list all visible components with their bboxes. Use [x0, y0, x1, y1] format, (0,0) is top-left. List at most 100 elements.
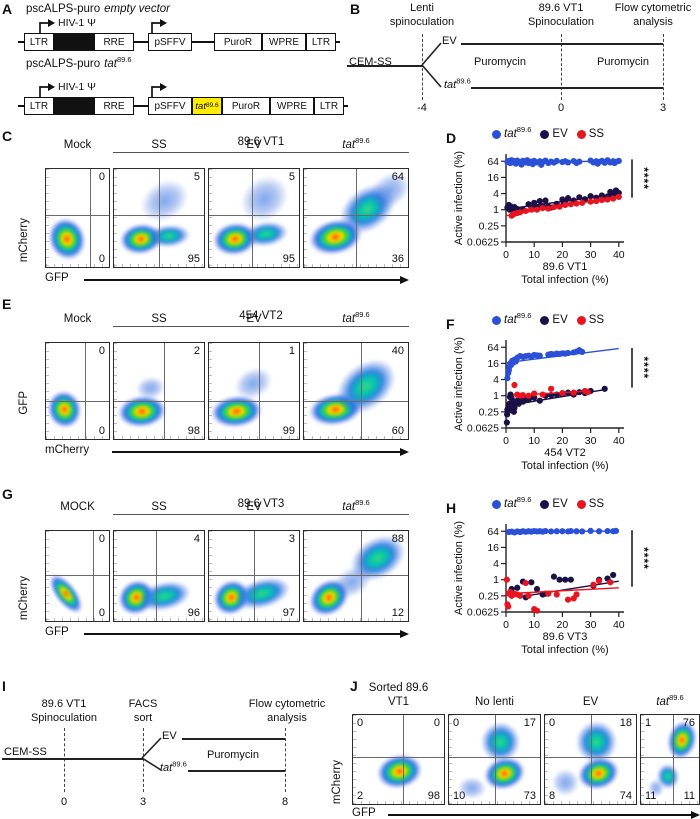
- legend-label: SS: [588, 498, 605, 510]
- legend-label: SS: [588, 128, 605, 140]
- data-point: [525, 592, 532, 599]
- vector-title-empty: pscALPS-puro empty vector: [26, 3, 170, 15]
- quadrant-percentage: 0: [433, 717, 440, 729]
- quadrant-percentage: 36: [391, 252, 404, 265]
- milestone-title: Lenti spinoculation: [389, 2, 455, 28]
- data-point: [536, 397, 543, 404]
- data-point: [548, 528, 555, 535]
- trend-line: [505, 587, 619, 595]
- quadrant-percentage: 18: [619, 717, 632, 729]
- virus-group-header: 89.6 VT1: [237, 136, 285, 148]
- panel-i-timeline: I 89.6 VT1 Spinoculation FACS sort Flow …: [0, 676, 340, 819]
- data-point: [550, 204, 558, 211]
- data-point: [550, 573, 558, 580]
- data-point: [533, 607, 541, 614]
- x-axis-label: GFP: [352, 807, 376, 819]
- flow-cytometry-plot: 40 60: [303, 342, 409, 440]
- panel-label-d: D: [446, 130, 457, 146]
- data-point: [504, 375, 511, 382]
- quadrant-percentage: 74: [619, 789, 632, 802]
- milestone-title: 89.6 VT1 Spinoculation: [30, 698, 98, 724]
- x-tick-label: 40: [613, 435, 625, 447]
- data-point: [522, 207, 529, 215]
- data-point: [536, 352, 543, 359]
- data-point: [564, 349, 572, 357]
- data-point: [610, 571, 617, 579]
- x-tick-label: 0: [503, 249, 509, 261]
- milestone-title: Flow cytometric analysis: [614, 2, 692, 28]
- legend-item: EV: [540, 314, 568, 326]
- day-number: 8: [281, 796, 289, 808]
- legend-label: SS: [588, 314, 605, 326]
- data-point: [579, 528, 586, 535]
- y-tick-label: 0.25: [479, 406, 500, 418]
- y-tick-label: 4: [493, 188, 499, 200]
- panel-h-scatter-chart: H tat89.6 EV SS 64 16 4 1 0.25 0.0625 0 10 20 30 40 A…: [440, 496, 700, 666]
- branch-tat-line: [188, 770, 285, 772]
- quadrant-percentage: 0: [98, 171, 105, 183]
- data-point: [564, 159, 572, 166]
- legend-dot-icon: [492, 129, 501, 139]
- vector-element-box: pSFFV: [148, 97, 192, 115]
- y-axis-label: mCherry: [18, 218, 30, 263]
- quadrant-percentage: 95: [187, 252, 200, 265]
- data-point: [587, 198, 594, 205]
- column-title: tat89.6: [656, 693, 684, 709]
- data-point: [567, 527, 574, 535]
- y-tick-label: 0.0625: [467, 607, 499, 619]
- y-axis-label: mCherry: [18, 576, 30, 621]
- data-point: [587, 193, 594, 200]
- density-blob: [648, 778, 664, 797]
- quadrant-gate-hline: [46, 400, 109, 402]
- data-point: [573, 591, 580, 598]
- panel-a-vector-maps: A pscALPS-puro empty vector LTR HIV-1 Ψ RRE…: [0, 0, 348, 124]
- quadrant-percentage: 73: [523, 789, 536, 802]
- data-point: [511, 404, 518, 412]
- data-point: [539, 204, 546, 212]
- quadrant-percentage: 96: [187, 606, 200, 619]
- vector-element-box: LTR: [24, 33, 54, 51]
- quadrant-gate-vline: [252, 169, 254, 267]
- y-tick-label: 16: [487, 358, 499, 370]
- x-axis-label: mCherry: [45, 444, 90, 456]
- density-blob: [458, 776, 487, 799]
- quadrant-percentage: 0: [98, 424, 105, 437]
- data-point: [587, 527, 594, 535]
- quadrant-gate-hline: [353, 756, 444, 758]
- day-number: 3: [659, 102, 667, 114]
- x-tick-label: 20: [557, 435, 569, 447]
- y-tick-label: 1: [493, 574, 499, 586]
- vector-element-box: LTR: [24, 97, 54, 115]
- psi-packaging-box: [54, 33, 94, 51]
- quadrant-gate-hline: [304, 215, 408, 217]
- quadrant-gate-vline: [361, 343, 363, 439]
- density-blob: [133, 171, 197, 231]
- panel-label-b: B: [350, 1, 361, 17]
- quadrant-percentage: 0: [98, 252, 105, 265]
- panel-label-f: F: [446, 316, 455, 332]
- flow-cytometry-plot: 3 97: [208, 530, 300, 622]
- quadrant-percentage: 0: [357, 717, 364, 729]
- flow-cytometry-plot: 5 95: [113, 168, 205, 268]
- branch-ev-line: [182, 738, 285, 740]
- x-axis-arrow: [84, 630, 409, 637]
- x-axis-label: GFP: [45, 272, 69, 284]
- legend-dot-icon: [540, 129, 550, 139]
- quadrant-percentage: 3: [288, 533, 295, 545]
- chart-legend: tat89.6 EV SS: [492, 126, 605, 140]
- quadrant-percentage: 88: [391, 533, 404, 545]
- legend-dot-icon: [576, 499, 586, 509]
- y-tick-label: 64: [487, 156, 499, 168]
- data-point: [528, 579, 535, 586]
- flow-cytometry-plot: 1 76 11 11: [640, 714, 700, 805]
- quadrant-percentage: 0: [453, 717, 460, 729]
- x-tick-label: 20: [557, 249, 569, 261]
- y-axis-title: Active infection (%): [453, 337, 465, 431]
- legend-item: tat89.6: [492, 496, 531, 510]
- timeline-main: [2, 758, 143, 760]
- data-point: [598, 196, 605, 204]
- panel-e-flow-row: E 454 VT2 Mock SS EV tat89.6 GFP 0 0 2 98 1 99 40 60 m…: [0, 296, 430, 464]
- y-tick-label: 64: [487, 342, 499, 354]
- legend-label: tat89.6: [504, 311, 532, 326]
